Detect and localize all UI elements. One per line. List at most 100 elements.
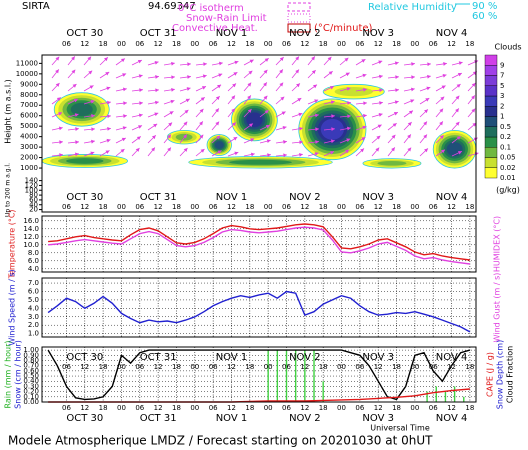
y-tick-label: 9000 bbox=[20, 80, 38, 88]
x-tick-label: 06 bbox=[209, 404, 218, 412]
x-tick-label: 00 bbox=[337, 404, 346, 412]
y-tick-label: 12.0 bbox=[23, 233, 39, 241]
wind-arrow-head bbox=[200, 97, 205, 101]
wind-arrow-head bbox=[471, 83, 476, 87]
wind-arrow-head bbox=[233, 137, 238, 141]
wind-arrow-head bbox=[186, 87, 191, 91]
wind-arrow-head bbox=[331, 114, 335, 119]
site-name: SIRTA bbox=[22, 1, 50, 12]
wind-arrow-head bbox=[424, 148, 428, 153]
colorbar-swatch bbox=[484, 65, 498, 76]
wind-arrow-head bbox=[199, 134, 204, 139]
wind-arrow-head bbox=[279, 82, 284, 87]
cloud-patch bbox=[229, 159, 292, 165]
wind-arrow-head bbox=[234, 151, 239, 156]
wind-arrow-head bbox=[423, 134, 427, 139]
wind-arrow-head bbox=[135, 147, 140, 152]
x-tick-label: 12 bbox=[447, 203, 456, 211]
colorbar-title: Clouds bbox=[494, 43, 521, 52]
day-label: OCT 30 bbox=[66, 28, 103, 39]
wind-arrow-head bbox=[411, 62, 415, 66]
wind-arrow-head bbox=[154, 60, 159, 65]
wind-arrow-head bbox=[296, 83, 300, 88]
wind-arrow-head bbox=[107, 114, 111, 119]
y-tick-label: 4000 bbox=[20, 133, 38, 141]
wind-arrow-head bbox=[360, 148, 364, 153]
y-tick-label: 0.90 bbox=[23, 351, 39, 359]
wind-arrow-head bbox=[122, 87, 127, 92]
colorbar-label: 0.01 bbox=[500, 174, 516, 182]
colorbar-swatch bbox=[484, 167, 498, 179]
wind-arrow-head bbox=[299, 126, 303, 131]
cloud-patch bbox=[66, 158, 104, 164]
wind-arrow-head bbox=[248, 70, 253, 75]
wind-arrow-head bbox=[247, 95, 251, 100]
x-tick-label: 00 bbox=[264, 203, 273, 211]
wind-arrow-head bbox=[267, 153, 271, 157]
wind-arrow-head bbox=[329, 151, 334, 155]
x-tick-label: 18 bbox=[99, 363, 108, 371]
wind-arrow-head bbox=[456, 84, 461, 88]
colorbar-swatch bbox=[484, 116, 498, 127]
wind-arrow-head bbox=[187, 62, 191, 67]
y-tick-label: 1.0 bbox=[28, 330, 39, 338]
rain-bar bbox=[463, 396, 465, 402]
wind-arrow-head bbox=[330, 100, 335, 105]
wind-arrow-head bbox=[314, 99, 319, 103]
colorbar-label: 0.05 bbox=[500, 154, 516, 162]
wind-arrow-head bbox=[395, 88, 399, 93]
wind-arrow-head bbox=[410, 99, 415, 103]
wind-arrow-head bbox=[139, 88, 143, 92]
x-tick-label: 18 bbox=[319, 40, 328, 48]
rain-bar bbox=[294, 350, 297, 402]
x-tick-label: 06 bbox=[135, 40, 144, 48]
wind-arrow-head bbox=[391, 134, 396, 139]
colorbar-swatch bbox=[484, 106, 498, 117]
wind-arrow-head bbox=[311, 70, 316, 74]
wind-arrow-head bbox=[247, 82, 252, 87]
wind-arrow-head bbox=[407, 134, 411, 139]
wind-arrow-head bbox=[58, 112, 63, 116]
x-tick-label: 12 bbox=[227, 203, 236, 211]
wind-arrow-head bbox=[231, 108, 235, 113]
rain-bar bbox=[285, 350, 288, 402]
y-tick-label: 20 bbox=[29, 206, 38, 214]
x-tick-label: 12 bbox=[300, 203, 309, 211]
wind-arrow-head bbox=[375, 147, 380, 152]
wind-arrow-head bbox=[151, 147, 155, 152]
wind-arrow-head bbox=[137, 59, 142, 64]
x-tick-label: 00 bbox=[410, 363, 419, 371]
x-tick-label: 12 bbox=[447, 363, 456, 371]
x-tick-label: 12 bbox=[227, 40, 236, 48]
wind-arrow-head bbox=[87, 56, 92, 61]
day-label: OCT 31 bbox=[140, 352, 177, 363]
rh-label: Relative Humidity bbox=[368, 2, 457, 13]
y-tick-label: 2000 bbox=[20, 154, 38, 162]
y-axis-title: Temperature (°C) bbox=[8, 209, 17, 279]
series-line bbox=[47, 290, 471, 333]
wind-arrow-head bbox=[218, 73, 223, 78]
wind-arrow-head bbox=[123, 114, 127, 118]
x-tick-label: 00 bbox=[190, 404, 199, 412]
convective-label: Convective Heat. bbox=[172, 23, 258, 34]
wind-arrow-head bbox=[361, 59, 366, 63]
colorbar-swatch bbox=[484, 54, 498, 66]
y-tick-label: 4.0 bbox=[28, 265, 39, 273]
wind-arrow-head bbox=[55, 69, 59, 74]
y-tick-label: 6.0 bbox=[28, 287, 39, 295]
plot-area bbox=[42, 216, 476, 272]
day-label: OCT 30 bbox=[66, 413, 103, 424]
wind-arrow-head bbox=[171, 61, 175, 66]
rain-bar bbox=[435, 386, 437, 402]
x-tick-label: 06 bbox=[429, 363, 438, 371]
y-tick-label: 0.60 bbox=[23, 367, 39, 375]
wind-arrow-head bbox=[363, 113, 367, 118]
x-tick-label: 18 bbox=[99, 404, 108, 412]
wind-arrow-head bbox=[106, 86, 111, 91]
colorbar-label: 7 bbox=[500, 72, 504, 80]
y-tick-label: 5.0 bbox=[28, 296, 39, 304]
x-tick-label: 12 bbox=[227, 363, 236, 371]
series-line bbox=[48, 223, 470, 261]
wind-arrow-head bbox=[171, 87, 175, 92]
rain-bar bbox=[276, 350, 279, 402]
